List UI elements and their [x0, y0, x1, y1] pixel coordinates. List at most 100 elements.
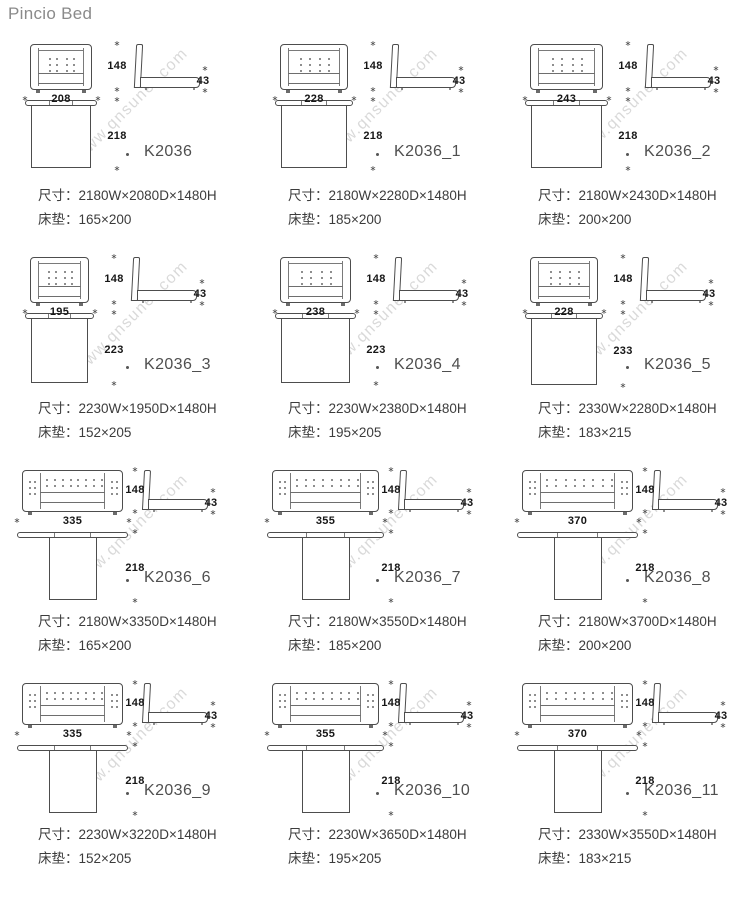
page-title: Pincio Bed [8, 4, 93, 23]
tuft-button-dot [322, 698, 324, 700]
model-dot-mark [126, 153, 129, 156]
side-foot-front [409, 723, 411, 725]
tuft-button-dot [48, 283, 50, 285]
side-foot-front [401, 88, 403, 90]
tuft-button-dot [301, 271, 303, 273]
spec-block: 尺寸：2180W×2280D×1480H 床垫：185×200 [288, 184, 500, 232]
frame-seam-top [538, 263, 590, 264]
bar-tick [552, 101, 554, 105]
frame-seam-right [594, 48, 595, 86]
dim-arrow-mark: ∗ [369, 95, 377, 104]
size-label: 尺寸： [538, 614, 579, 629]
model-name: K2036_4 [394, 356, 461, 373]
tuft-button-dot [602, 479, 604, 481]
wing-button-dot [34, 706, 36, 708]
wing-button-dot [534, 487, 536, 489]
tuft-button-dot [555, 692, 557, 694]
dim-arrow-mark: ∗ [605, 94, 613, 103]
dim-arrow-mark: ∗ [707, 299, 715, 308]
dim-bed-depth: 218 [381, 775, 401, 787]
dim-headboard-height: 148 [618, 60, 638, 72]
dim-arrow-mark: ∗ [131, 809, 139, 818]
headboard-front-view [22, 470, 123, 515]
dim-arrow-mark: ∗ [125, 729, 133, 738]
tuft-button-dot [546, 479, 548, 481]
tuft-button-dot [62, 479, 64, 481]
wing-button-dot [626, 694, 628, 696]
tuft-button-dot [572, 70, 574, 72]
wing-button-dot [284, 493, 286, 495]
wing-button-dot [534, 706, 536, 708]
tuft-button-dot [77, 485, 79, 487]
dim-headboard-width: 228 [304, 93, 324, 105]
dim-arrow-mark: ∗ [624, 39, 632, 48]
wing-button-dot [116, 481, 118, 483]
spec-block: 尺寸：2230W×2380D×1480H 床垫：195×205 [288, 397, 500, 445]
tuft-button-dot [313, 479, 315, 481]
technical-drawing: www.qnsuner.com K2036_4 148 238 223 43 ∗ ∗ ∗ ∗ ∗… [250, 253, 500, 389]
tuft-button-dot [64, 277, 66, 279]
dim-headboard-width: 238 [305, 306, 326, 318]
headboard-front-view [522, 683, 633, 728]
model-name: K2036_6 [144, 569, 211, 586]
wing-button-dot [626, 481, 628, 483]
tuft-button-dot [310, 277, 312, 279]
dim-arrow-mark: ∗ [465, 721, 473, 730]
tuft-button-dot [70, 698, 72, 700]
dim-arrow-mark: ∗ [201, 64, 209, 73]
tuft-button-dot [46, 692, 48, 694]
front-foot-right [593, 90, 597, 93]
side-foot-front [404, 301, 406, 303]
tuft-button-dot [550, 271, 552, 273]
dim-arrow-mark: ∗ [21, 307, 29, 316]
side-foot-front [651, 301, 653, 303]
front-foot-right [82, 90, 86, 93]
footboard-band [538, 73, 595, 84]
tuft-button-dot [348, 479, 350, 481]
tuft-button-dot [296, 692, 298, 694]
front-foot-right [338, 90, 342, 93]
dim-arrow-mark: ∗ [369, 164, 377, 173]
dim-base-height: 43 [714, 497, 728, 509]
dim-arrow-mark: ∗ [457, 64, 465, 73]
side-foot-back [457, 510, 459, 512]
dim-arrow-mark: ∗ [369, 85, 377, 94]
technical-drawing: www.qnsuner.com K2036_2 148 243 218 43 ∗ ∗ ∗ ∗ ∗… [500, 40, 750, 176]
tuft-button-dot [552, 70, 554, 72]
side-foot-back [711, 510, 713, 512]
topview-headboard-bar [525, 100, 608, 106]
wing-button-dot [34, 694, 36, 696]
front-foot-left [36, 90, 40, 93]
dim-bed-depth: 218 [618, 130, 638, 142]
tuft-button-dot [300, 58, 302, 60]
tuft-button-dot [611, 479, 613, 481]
side-foot-front [142, 301, 144, 303]
wing-button-dot [111, 706, 113, 708]
tuft-button-dot [46, 698, 48, 700]
tuft-button-dot [348, 692, 350, 694]
dim-arrow-mark: ∗ [635, 729, 643, 738]
tuft-button-dot [101, 485, 103, 487]
dim-arrow-mark: ∗ [641, 678, 649, 687]
sideview-base [651, 77, 711, 88]
dim-arrow-mark: ∗ [209, 486, 217, 495]
dim-arrow-mark: ∗ [209, 721, 217, 730]
tuft-button-dot [357, 479, 359, 481]
wing-button-dot [529, 706, 531, 708]
wing-button-dot [284, 700, 286, 702]
topview-bed-body [554, 538, 602, 600]
tuft-button-dot [574, 485, 576, 487]
tuft-button-dot [357, 692, 359, 694]
dim-base-height: 43 [204, 710, 218, 722]
dim-bed-depth: 218 [381, 562, 401, 574]
size-value: 2330W×3550D×1480H [578, 827, 717, 842]
topview-headboard-bar [17, 745, 128, 751]
technical-drawing: www.qnsuner.com K2036_10 148 355 218 43 ∗ ∗ ∗ ∗… [250, 679, 500, 818]
wing-seam-right [614, 473, 615, 509]
frame-seam-right [589, 261, 590, 299]
dim-arrow-mark: ∗ [113, 164, 121, 173]
dim-base-height: 43 [455, 288, 469, 300]
bar-tick [343, 746, 345, 750]
dim-arrow-mark: ∗ [263, 729, 271, 738]
front-foot-left [528, 725, 532, 728]
